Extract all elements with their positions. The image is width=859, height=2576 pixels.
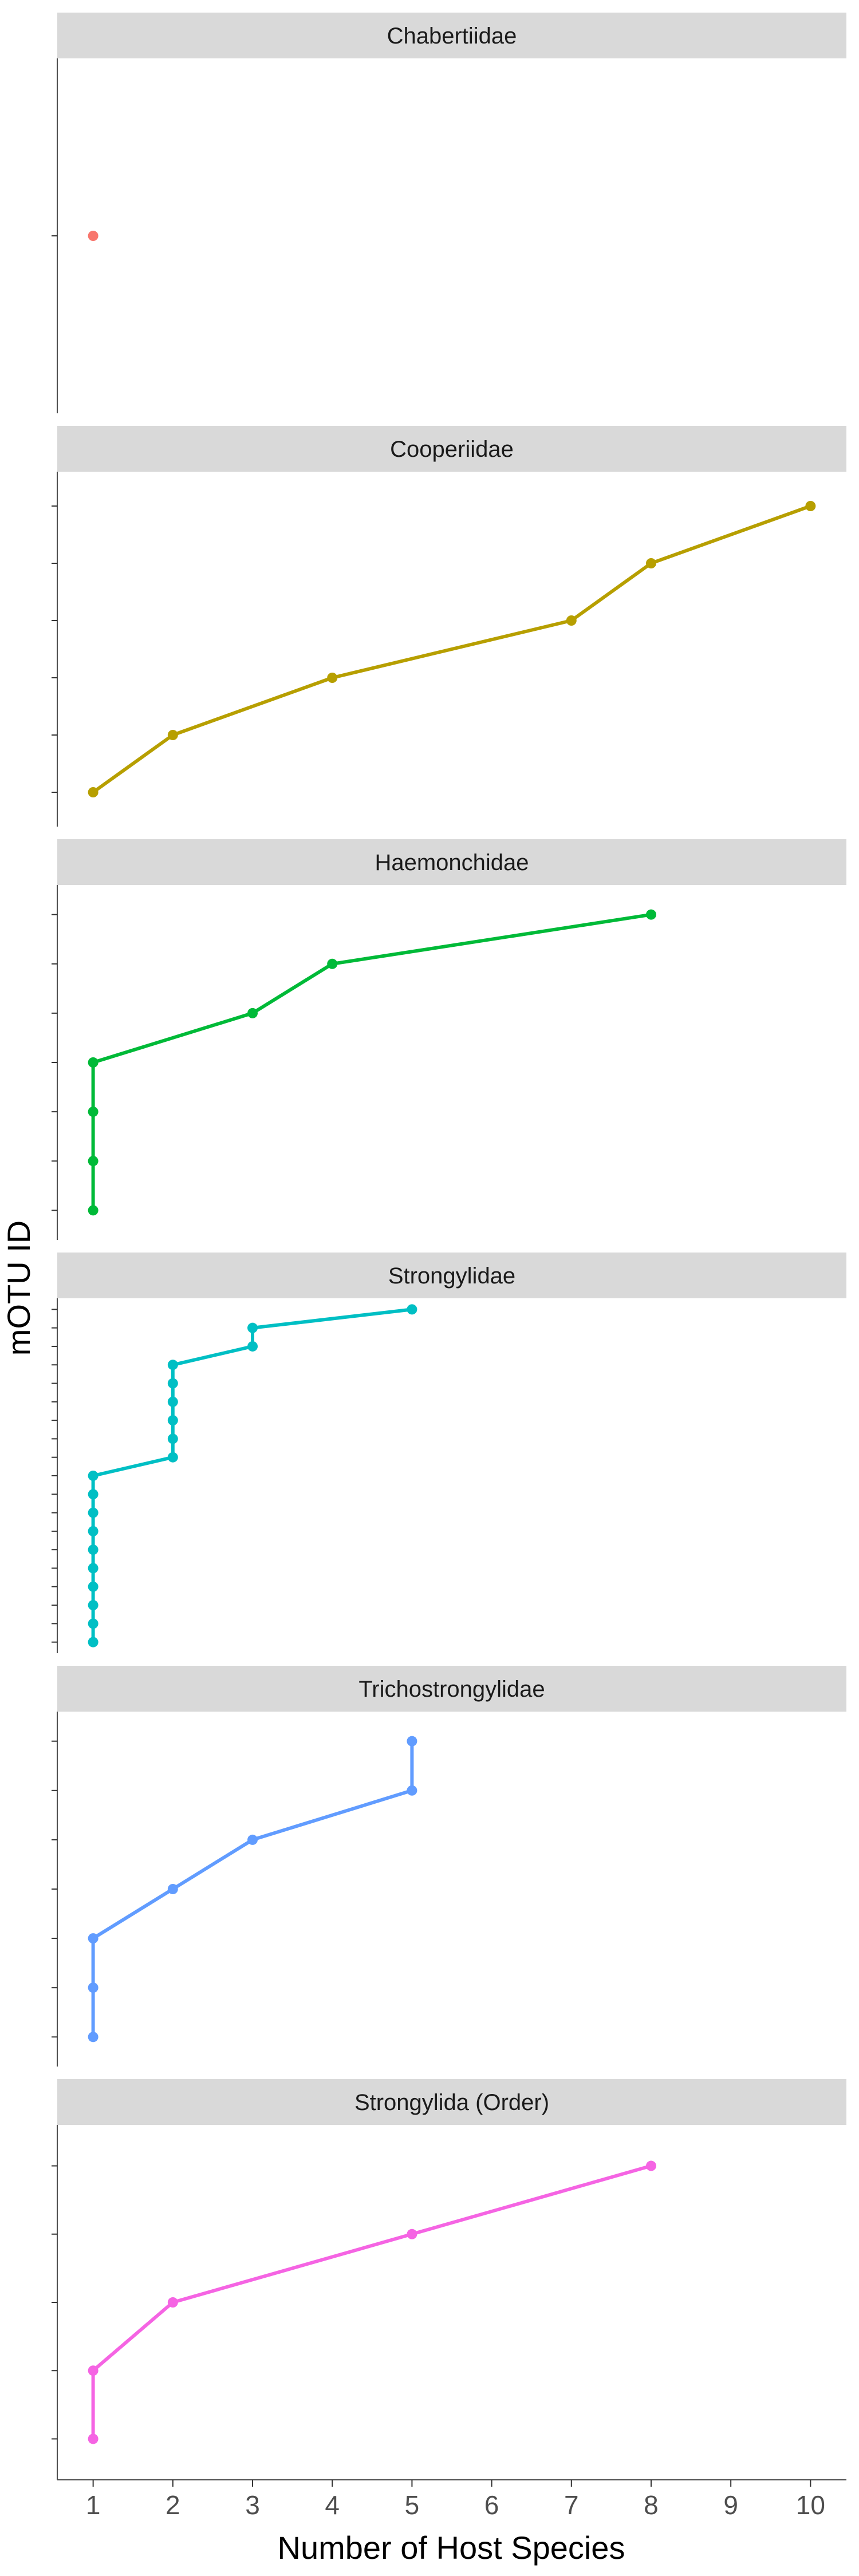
panel-trichostrongylidae: Trichostrongylidae [52,1666,846,2067]
data-point [88,1600,98,1611]
data-point [88,1057,98,1068]
data-point [88,1156,98,1167]
data-point [88,2032,98,2042]
data-point [327,958,338,969]
strip-title: Strongylidae [388,1263,515,1289]
strip-title: Chabertiidae [387,23,517,49]
x-tick-label: 1 [86,2490,101,2520]
x-tick-label: 2 [166,2490,180,2520]
data-point [167,1378,178,1389]
data-point [247,1008,258,1018]
data-point [645,2160,656,2171]
data-point [167,730,178,740]
data-point [247,1341,258,1352]
data-point [88,1526,98,1536]
data-point [88,1107,98,1117]
x-tick-label: 5 [405,2490,420,2520]
panel-haemonchidae: Haemonchidae [52,839,846,1240]
data-point [407,1785,417,1796]
data-point [645,909,656,920]
data-point [88,1471,98,1481]
data-point [407,1736,417,1747]
data-point [247,1834,258,1845]
x-tick-label: 8 [644,2490,659,2520]
data-point [407,2229,417,2239]
series-line [91,1307,414,1644]
data-point [167,1884,178,1894]
data-point [88,231,98,241]
data-point [88,2365,98,2376]
data-point [805,501,816,511]
data-point [88,1205,98,1216]
x-tick-label: 6 [484,2490,499,2520]
x-tick-label: 4 [325,2490,340,2520]
data-point [88,1982,98,1993]
series-line [91,912,653,1212]
data-point [167,1396,178,1407]
panel-strongylidae: Strongylidae [52,1253,846,1653]
series-line [91,1739,414,2039]
strip-title: Haemonchidae [375,850,529,875]
data-point [645,558,656,568]
data-point [88,787,98,797]
panel-cooperiidae: Cooperiidae [52,426,846,827]
data-point [167,1433,178,1444]
panel-chabertiidae: Chabertiidae [52,13,846,413]
data-point [88,1489,98,1500]
x-tick-label: 10 [796,2490,825,2520]
strip-strongylidae [57,1253,846,1298]
data-point [167,1452,178,1463]
data-point [88,1507,98,1518]
y-axis-title: mOTU ID [1,1220,37,1356]
data-point [167,1360,178,1370]
x-tick-label: 3 [245,2490,260,2520]
strip-trichostrongylidae [57,1666,846,1712]
strip-cooperiidae [57,426,846,472]
strip-title: Trichostrongylidae [358,1677,545,1702]
data-point [88,1933,98,1944]
data-point [407,1304,417,1315]
data-point [327,673,338,683]
data-point [566,615,577,626]
panel-strongylida-order: Strongylida (Order) [52,2079,846,2480]
data-point [88,1581,98,1592]
series-line [91,504,813,794]
x-tick-label: 9 [723,2490,738,2520]
x-axis: 1 2 3 4 5 6 7 8 9 10 [57,2479,846,2520]
strip-chabertiidae [57,13,846,58]
data-point [88,2433,98,2444]
data-point [88,1637,98,1647]
data-point [247,1322,258,1333]
data-point [88,1618,98,1629]
data-point [88,1563,98,1574]
x-tick-label: 7 [564,2490,579,2520]
strip-strongylida-order [57,2079,846,2125]
data-point [167,1415,178,1426]
strip-haemonchidae [57,839,846,885]
strip-title: Cooperiidae [390,437,514,462]
facet-panels: Chabertiidae Cooperiidae Haemonchidae Stron… [52,13,846,2480]
x-axis-title: Number of Host Species [278,2530,625,2566]
data-point [88,1544,98,1555]
data-point [167,2297,178,2308]
strip-title: Strongylida (Order) [354,2090,549,2115]
